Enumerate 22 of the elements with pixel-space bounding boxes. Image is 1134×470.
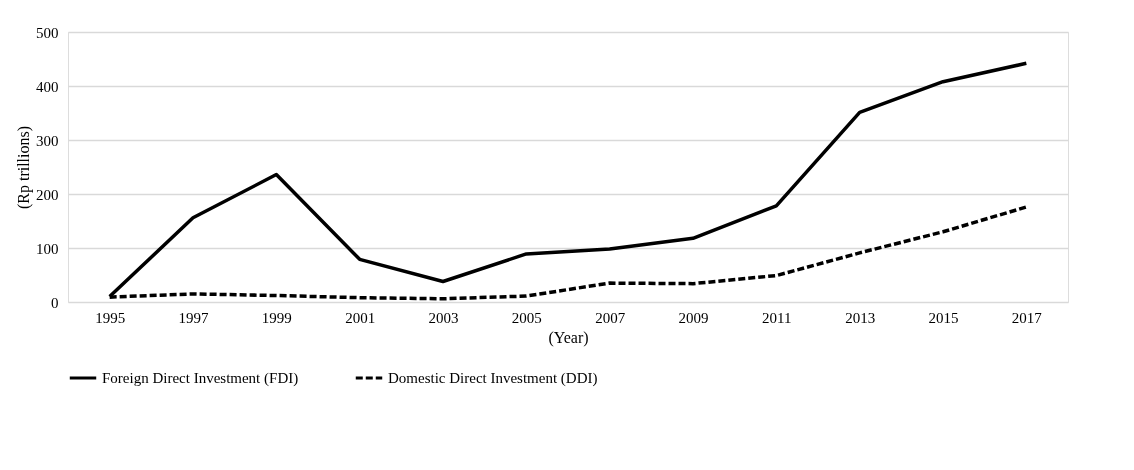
x-tick-label: 2013 xyxy=(845,309,876,326)
y-tick-label: 0 xyxy=(51,294,59,311)
x-tick-label: 2001 xyxy=(345,309,376,326)
x-tick-label: 1995 xyxy=(95,309,126,326)
y-axis-title: (Rp trillions) xyxy=(15,125,33,210)
x-tick-label: 2011 xyxy=(762,309,792,326)
x-tick-label: 2009 xyxy=(678,309,709,326)
y-tick-label: 400 xyxy=(36,78,59,95)
y-tick-label: 300 xyxy=(36,132,59,149)
x-tick-label: 2003 xyxy=(428,309,459,326)
x-tick-label: 2015 xyxy=(928,309,959,326)
y-tick-label: 200 xyxy=(36,186,59,203)
legend-label: Domestic Direct Investment (DDI) xyxy=(388,370,598,387)
x-tick-label: 2007 xyxy=(595,309,626,326)
x-tick-label: 1997 xyxy=(178,309,209,326)
x-tick-label: 2005 xyxy=(511,309,542,326)
y-tick-label: 500 xyxy=(36,24,59,41)
legend-label: Foreign Direct Investment (FDI) xyxy=(102,370,299,387)
x-tick-label: 1999 xyxy=(261,309,292,326)
x-axis-title: (Year) xyxy=(548,328,589,347)
x-tick-label: 2017 xyxy=(1011,309,1043,326)
y-tick-label: 100 xyxy=(36,240,59,257)
